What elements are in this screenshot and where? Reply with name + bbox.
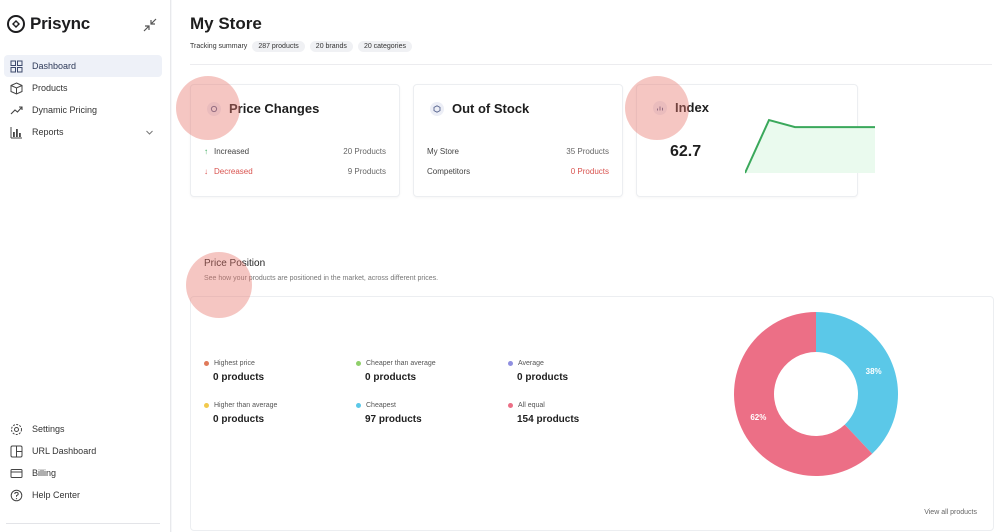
brand-name: Prisync — [30, 14, 91, 33]
cube-icon — [430, 101, 444, 116]
gear-icon — [11, 423, 22, 435]
grid-icon — [10, 60, 23, 72]
summary-chip-brands: 20 brands — [309, 41, 353, 52]
legend-dot — [204, 361, 209, 366]
sidebar-item-settings[interactable]: Settings — [4, 418, 162, 440]
brand-logo[interactable]: Prisync — [6, 14, 90, 34]
arrow-down-icon: ↓ — [204, 167, 208, 176]
sidebar-nav: Dashboard Products Dynamic Pricing Repor… — [4, 55, 162, 143]
sidebar-divider — [6, 523, 160, 524]
out-of-stock-card[interactable]: Out of Stock My Store 35 Products Compet… — [413, 84, 623, 197]
tracking-summary: Tracking summary 287 products 20 brands … — [190, 41, 412, 52]
bar-chart-icon — [10, 126, 22, 138]
index-card[interactable]: Index 62.7 — [636, 84, 875, 197]
legend-item-higher-than-average[interactable]: Higher than average 0 products — [204, 402, 277, 425]
sidebar-item-label: Reports — [32, 127, 64, 137]
index-sparkline — [745, 118, 875, 174]
box-icon — [10, 81, 23, 95]
card-icon — [10, 468, 23, 478]
legend-item-cheapest[interactable]: Cheapest 97 products — [356, 402, 422, 425]
sidebar-item-url-dashboard[interactable]: URL Dashboard — [4, 440, 162, 462]
sidebar-item-reports[interactable]: Reports — [4, 121, 162, 143]
layout-icon — [10, 445, 23, 457]
sidebar-item-dynamic-pricing[interactable]: Dynamic Pricing — [4, 99, 162, 121]
sparkline-line — [745, 118, 875, 174]
sidebar-item-products[interactable]: Products — [4, 77, 162, 99]
sidebar-bottom-nav: Settings URL Dashboard Billing Help Cent… — [4, 418, 162, 506]
summary-chip-categories: 20 categories — [357, 41, 412, 52]
donut-label-1: 62% — [750, 413, 766, 422]
main-content: My Store Tracking summary 287 products 2… — [172, 0, 1000, 532]
legend-dot — [508, 361, 513, 366]
price-position-donut[interactable]: 38% 62% — [731, 309, 901, 479]
sidebar-item-label: URL Dashboard — [32, 446, 97, 456]
arrow-up-icon: ↑ — [204, 147, 208, 156]
sidebar-item-dashboard[interactable]: Dashboard — [4, 55, 162, 77]
price-position-panel: Highest price 0 products Cheaper than av… — [190, 296, 994, 531]
header-divider — [190, 64, 992, 65]
index-title: Index — [653, 100, 709, 115]
price-position-subtitle: See how your products are positioned in … — [204, 275, 439, 282]
list-item: ↑ Increased 20 Products — [204, 147, 386, 156]
legend-item-all-equal[interactable]: All equal 154 products — [508, 402, 579, 425]
sidebar-item-label: Products — [32, 83, 68, 93]
sidebar-item-label: Billing — [32, 468, 57, 478]
sidebar-item-label: Dashboard — [32, 61, 77, 71]
price-changes-card[interactable]: Price Changes ↑ Increased 20 Products ↓ De… — [190, 84, 400, 197]
trend-icon — [10, 105, 23, 114]
collapse-sidebar-icon[interactable] — [142, 17, 158, 33]
page-title: My Store — [190, 14, 262, 33]
index-value: 62.7 — [670, 143, 702, 160]
sidebar: Prisync Dashboard Products Dynamic Prici… — [0, 0, 171, 532]
sidebar-item-label: Settings — [32, 424, 65, 434]
help-icon — [10, 489, 23, 501]
legend-item-highest-price[interactable]: Highest price 0 products — [204, 360, 264, 383]
sidebar-item-billing[interactable]: Billing — [4, 462, 162, 484]
legend-item-average[interactable]: Average 0 products — [508, 360, 568, 383]
tag-icon — [207, 101, 221, 116]
legend-dot — [356, 361, 361, 366]
out-of-stock-title: Out of Stock — [430, 101, 529, 116]
list-item: My Store 35 Products — [427, 147, 609, 156]
sparkline-area — [745, 120, 875, 173]
chart-icon — [653, 100, 667, 115]
prisync-logo-icon — [7, 15, 25, 33]
list-item: Competitors 0 Products — [427, 167, 609, 176]
donut-slice-0 — [816, 312, 898, 454]
legend-dot — [508, 403, 513, 408]
list-item: ↓ Decreased 9 Products — [204, 167, 386, 176]
sidebar-item-help-center[interactable]: Help Center — [4, 484, 162, 506]
sidebar-item-label: Dynamic Pricing — [32, 105, 98, 115]
price-position-title: Price Position — [204, 258, 266, 269]
donut-slice-1 — [733, 312, 873, 476]
price-changes-title: Price Changes — [207, 101, 319, 116]
summary-chip-products: 287 products — [252, 41, 305, 52]
summary-label: Tracking summary — [190, 43, 248, 50]
donut-label-0: 38% — [866, 367, 882, 376]
sidebar-item-label: Help Center — [32, 490, 81, 500]
view-all-products-link[interactable]: View all products — [924, 509, 977, 516]
chevron-down-icon[interactable] — [145, 128, 154, 137]
legend-dot — [356, 403, 361, 408]
legend-dot — [204, 403, 209, 408]
legend-item-cheaper-than-average[interactable]: Cheaper than average 0 products — [356, 360, 436, 383]
